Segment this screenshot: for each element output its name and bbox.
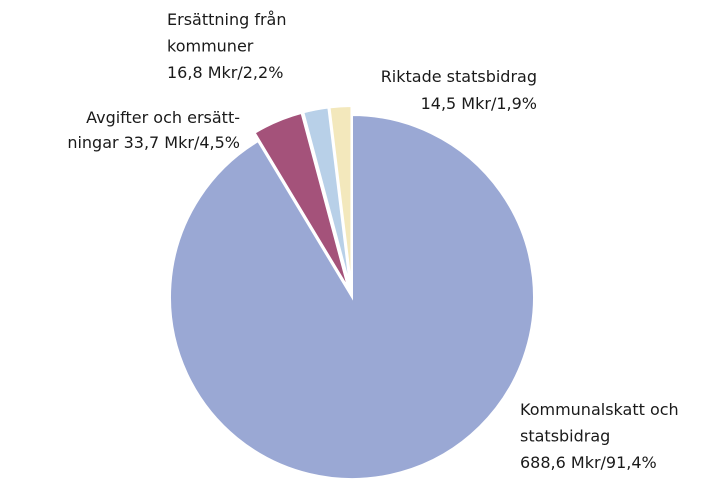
label-line: Riktade statsbidrag [381, 67, 537, 86]
slice-label: Riktade statsbidrag 14,5 Mkr/1,9% [381, 67, 537, 113]
slice-label: Kommunalskatt och statsbidrag 688,6 Mkr/91… [520, 400, 679, 472]
label-line: statsbidrag [520, 426, 610, 445]
label-line: ningar [67, 133, 119, 152]
label-line: Ersättning från [167, 10, 287, 29]
value-label: 16,8 Mkr/2,2% [167, 63, 283, 82]
value-label: 14,5 Mkr/1,9% [421, 94, 537, 113]
pie-slice [328, 105, 353, 289]
label-line: Avgifter och ersätt- [86, 108, 240, 127]
pie-slice [169, 113, 535, 480]
value-label: 688,6 Mkr/91,4% [520, 453, 657, 472]
value-label: 33,7 Mkr/4,5% [124, 133, 240, 152]
pie-slice [253, 111, 350, 290]
slice-label: Avgifter och ersätt-ningar 33,7 Mkr/4,5% [67, 108, 240, 152]
label-line: kommuner [167, 36, 254, 55]
label-line: Kommunalskatt och [520, 400, 679, 419]
slice-label: Ersättning från kommuner 16,8 Mkr/2,2% [167, 10, 287, 82]
pie-slice [302, 106, 352, 289]
